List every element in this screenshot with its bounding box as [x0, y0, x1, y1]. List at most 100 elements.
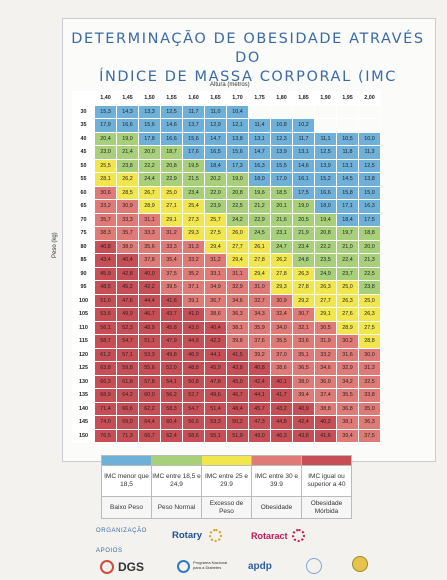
bmi-cell: 46,7 [138, 307, 161, 322]
bmi-cell: 20,0 [358, 239, 381, 254]
bmi-cell: 42,8 [116, 266, 139, 281]
bmi-cell: 42,2 [138, 280, 161, 295]
bmi-cell: 62,2 [138, 401, 161, 416]
height-header: 2,00 [358, 91, 381, 106]
legend-category: Baixo Peso [101, 496, 152, 519]
bmi-cell: 32,5 [358, 374, 381, 389]
height-header: 1,90 [314, 91, 337, 106]
bmi-legend: IMC menor que 18,5 IMC entre 18,5 e 24,9… [101, 455, 352, 519]
table-row: 60 30,6 28,5 26,7 25,0 23,4 22,0 20,8 19,6 18,5 17… [72, 185, 381, 200]
bmi-cell: 10,8 [270, 118, 293, 133]
bmi-cell [270, 104, 293, 119]
bmi-cell: 20,8 [314, 226, 337, 241]
bmi-cell: 61,8 [116, 374, 139, 389]
bmi-cell: 25,0 [358, 293, 381, 308]
legend-color-row [101, 455, 352, 466]
bmi-cell: 20,2 [204, 172, 227, 187]
bmi-cell: 63,8 [94, 361, 117, 376]
bmi-cell: 10,5 [336, 131, 359, 146]
bmi-cell: 37,4 [314, 388, 337, 403]
bmi-cell: 40,8 [248, 361, 271, 376]
bmi-cell: 23,4 [292, 239, 315, 254]
bmi-cell: 10,4 [226, 104, 249, 119]
bmi-cell: 44,8 [270, 415, 293, 430]
bmi-cell: 31,1 [226, 266, 249, 281]
bmi-cell: 26,1 [248, 239, 271, 254]
bmi-cell: 55,6 [138, 361, 161, 376]
bmi-cell: 16,6 [116, 118, 139, 133]
height-header: 1,50 [138, 91, 161, 106]
bmi-cell: 46,3 [270, 428, 293, 443]
bmi-cell: 21,2 [248, 199, 271, 214]
bmi-cell: 30,9 [116, 199, 139, 214]
bmi-table: 1,40 1,45 1,50 1,55 1,60 1,65 1,70 1,75 1,80 1,85… [72, 91, 381, 443]
bmi-cell: 69,0 [116, 415, 139, 430]
bmi-cell: 28,1 [94, 172, 117, 187]
bmi-cell: 36,3 [226, 307, 249, 322]
table-row: 80 40,8 38,0 35,6 33,3 31,3 29,4 27,7 26,1 24,7 23… [72, 239, 381, 254]
bmi-cell: 20,8 [160, 158, 183, 173]
bmi-cell: 30,9 [270, 293, 293, 308]
bmi-cell: 34,6 [226, 293, 249, 308]
dgs-logo-text: DGS [118, 560, 145, 574]
bmi-cell: 27,8 [270, 266, 293, 281]
bmi-cell: 31,2 [160, 226, 183, 241]
bmi-cell: 27,5 [358, 320, 381, 335]
bmi-cell: 43,7 [160, 307, 183, 322]
legend-category: Peso Normal [151, 496, 202, 519]
bmi-cell: 68,9 [94, 388, 117, 403]
height-header: 1,60 [182, 91, 205, 106]
bmi-cell: 32,4 [270, 307, 293, 322]
height-header: 1,55 [160, 91, 183, 106]
bmi-cell: 27,7 [226, 239, 249, 254]
legend-category-row: Baixo Peso Peso Normal Excesso de Peso O… [101, 496, 352, 519]
bmi-cell: 11,1 [314, 131, 337, 146]
bmi-cell: 44,4 [138, 293, 161, 308]
diabetes-program-icon [177, 560, 190, 573]
bmi-cell: 53,3 [138, 347, 161, 362]
apdp-logo-text: apdp [248, 561, 272, 572]
bmi-cell: 28,9 [138, 199, 161, 214]
bmi-cell: 19,0 [292, 199, 315, 214]
bmi-cell: 13,9 [270, 145, 293, 160]
bmi-cell: 28,9 [336, 320, 359, 335]
bmi-cell: 43,0 [182, 320, 205, 335]
weight-header: 70 [72, 212, 95, 227]
bmi-cell: 37,5 [358, 428, 381, 443]
bmi-cell: 23,7 [336, 266, 359, 281]
bmi-cell: 47,6 [116, 293, 139, 308]
bmi-cell: 29,3 [270, 280, 293, 295]
bmi-cell: 12,5 [160, 104, 183, 119]
bmi-cell: 22,0 [204, 185, 227, 200]
bmi-cell: 31,3 [358, 361, 381, 376]
bmi-cell: 18,7 [160, 145, 183, 160]
bmi-cell: 19,4 [314, 212, 337, 227]
bmi-cell: 30,6 [94, 185, 117, 200]
bmi-cell: 20,5 [292, 212, 315, 227]
bmi-cell: 31,1 [138, 212, 161, 227]
partner-seal-icon [306, 558, 322, 574]
weight-header: 135 [72, 388, 95, 403]
bmi-cell: 41,7 [270, 388, 293, 403]
bmi-cell: 25,4 [182, 199, 205, 214]
bmi-cell: 26,0 [226, 226, 249, 241]
bmi-cell: 22,2 [314, 239, 337, 254]
weight-header: 105 [72, 307, 95, 322]
bmi-cell: 14,6 [160, 118, 183, 133]
bmi-cell: 38,6 [204, 307, 227, 322]
bmi-cell: 71,3 [116, 428, 139, 443]
weight-header: 115 [72, 334, 95, 349]
bmi-cell: 43,8 [226, 361, 249, 376]
bmi-cell: 10,2 [292, 118, 315, 133]
weight-header: 30 [72, 104, 95, 119]
bmi-cell: 35,4 [160, 253, 183, 268]
bmi-cell: 47,3 [248, 415, 271, 430]
bmi-cell: 27,8 [248, 253, 271, 268]
bmi-cell: 38,1 [336, 415, 359, 430]
bmi-cell: 54,7 [116, 334, 139, 349]
bmi-cell: 15,6 [182, 131, 205, 146]
bmi-cell: 21,4 [116, 145, 139, 160]
bmi-cell: 17,3 [226, 158, 249, 173]
rotary-wheel-icon [209, 529, 222, 542]
bmi-cell: 71,4 [94, 401, 117, 416]
